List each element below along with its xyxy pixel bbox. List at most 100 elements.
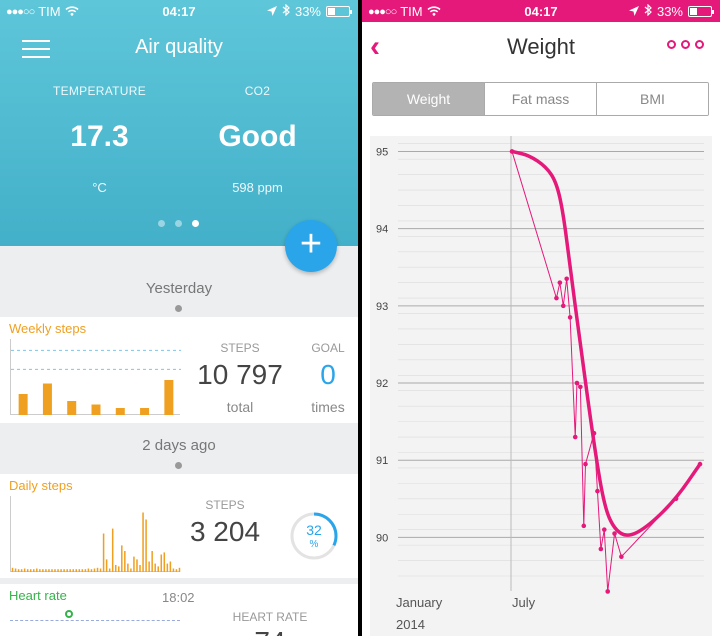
step-bar — [166, 563, 169, 572]
step-bar — [63, 569, 65, 572]
weight-point — [509, 149, 515, 154]
page-indicator[interactable] — [158, 220, 199, 227]
card-title: Daily steps — [9, 478, 73, 493]
step-bar — [105, 559, 108, 572]
more-options-icon[interactable] — [667, 40, 704, 49]
steps-label: STEPS — [205, 498, 245, 512]
step-bar — [102, 533, 105, 572]
step-bar — [20, 569, 23, 572]
back-chevron-icon[interactable]: ‹ — [370, 30, 380, 63]
step-bar — [169, 561, 172, 572]
add-button[interactable]: + — [285, 220, 337, 272]
step-bar — [136, 559, 138, 572]
temperature-unit: °C — [92, 180, 107, 195]
card-title: Heart rate — [9, 588, 67, 603]
step-bar — [145, 519, 147, 572]
tab-bmi[interactable]: BMI — [597, 83, 708, 115]
step-bar — [164, 380, 174, 415]
page-title: Air quality — [135, 36, 223, 58]
signal-icon: ●●●○○ — [368, 5, 397, 18]
step-bar — [36, 568, 38, 572]
weight-screen: ●●●○○ TIM 04:17 33% ‹ Weight Weight Fat m… — [362, 0, 720, 636]
step-bar — [130, 568, 132, 572]
menu-icon[interactable] — [22, 40, 50, 58]
status-bar: ●●●○○ TIM 04:17 33% — [0, 0, 358, 22]
status-bar: ●●●○○ TIM 04:17 33% — [362, 0, 720, 22]
step-bar — [108, 568, 111, 572]
weight-point — [619, 554, 624, 560]
weight-point — [697, 461, 703, 467]
weight-trend-line — [510, 149, 702, 537]
steps-total: total — [226, 399, 254, 415]
wifi-icon — [65, 4, 79, 19]
wifi-icon — [427, 4, 441, 19]
battery-icon — [688, 6, 714, 17]
y-tick-label: 94 — [376, 224, 388, 236]
weight-point — [578, 384, 583, 390]
timeline-yesterday: Yesterday — [145, 280, 213, 297]
step-bar — [87, 568, 90, 572]
timeline-dot — [175, 462, 182, 469]
card-title: Weekly steps — [9, 321, 87, 336]
step-bar — [42, 383, 52, 415]
weight-point — [605, 589, 611, 594]
temperature-metric: TEMPERATURE 17.3 °C — [10, 84, 189, 195]
step-bar — [42, 569, 44, 572]
step-bar — [172, 568, 175, 572]
heart-rate-value: 74 — [230, 626, 310, 636]
step-bar — [154, 563, 156, 572]
location-icon — [628, 4, 639, 19]
weight-point — [673, 496, 679, 502]
bluetooth-icon — [644, 3, 652, 19]
heart-rate-point — [65, 610, 73, 618]
step-bar — [81, 569, 84, 572]
step-bar — [75, 569, 78, 572]
step-bar — [115, 408, 125, 415]
goal-label: GOAL — [311, 341, 345, 355]
tab-weight[interactable]: Weight — [373, 83, 485, 115]
weekly-steps-chart — [10, 339, 181, 415]
step-bar — [124, 551, 126, 572]
weight-point — [560, 303, 566, 309]
weight-point — [567, 315, 573, 320]
signal-icon: ●●●○○ — [6, 5, 35, 18]
battery-icon — [326, 6, 352, 17]
co2-value: Good — [218, 120, 297, 153]
step-bar — [163, 552, 166, 572]
heart-rate-line — [10, 620, 180, 621]
weight-point — [591, 430, 597, 436]
air-quality-header: ●●●○○ TIM 04:17 33% Air quality TEMPERATU… — [0, 0, 358, 246]
metric-tabs: Weight Fat mass BMI — [372, 82, 709, 116]
step-bar — [39, 569, 41, 572]
steps-value: 3 204 — [189, 516, 261, 547]
weight-point — [583, 461, 588, 467]
weight-point — [572, 434, 578, 440]
heart-rate-time: 18:02 — [162, 590, 195, 605]
y-tick-label: 93 — [376, 301, 388, 313]
step-bar — [160, 554, 163, 572]
temperature-label: TEMPERATURE — [52, 84, 147, 98]
steps-value: 10 797 — [197, 359, 283, 390]
co2-metric: CO2 Good 598 ppm — [168, 84, 347, 195]
weekly-steps-card[interactable]: Weekly steps STEPS 10 797 total GOAL 0 t… — [0, 317, 358, 423]
goal-value: 0 — [320, 359, 336, 390]
step-bar — [157, 566, 159, 572]
y-tick-label: 95 — [376, 146, 388, 158]
step-bar — [139, 565, 141, 572]
step-bar — [51, 569, 53, 572]
step-bar — [72, 569, 74, 572]
tab-fat-mass[interactable]: Fat mass — [485, 83, 597, 115]
y-tick-label: 91 — [376, 455, 388, 467]
timeline-dot — [175, 305, 182, 312]
daily-steps-chart — [10, 496, 181, 572]
step-bar — [17, 569, 20, 572]
heart-rate-card[interactable]: Heart rate 18:02 HEART RATE 74 — [0, 584, 358, 636]
step-bar — [178, 567, 181, 572]
clock: 04:17 — [524, 4, 558, 19]
timeline-two-days-ago: 2 days ago — [142, 437, 216, 454]
co2-label: CO2 — [244, 84, 271, 98]
weight-chart[interactable]: 95 94 93 92 91 90 January July 2014 — [370, 136, 712, 636]
daily-steps-card[interactable]: Daily steps STEPS 3 204 32 % — [0, 474, 358, 578]
x-year-label: 2014 — [396, 617, 425, 632]
battery-percent: 33% — [656, 4, 683, 19]
